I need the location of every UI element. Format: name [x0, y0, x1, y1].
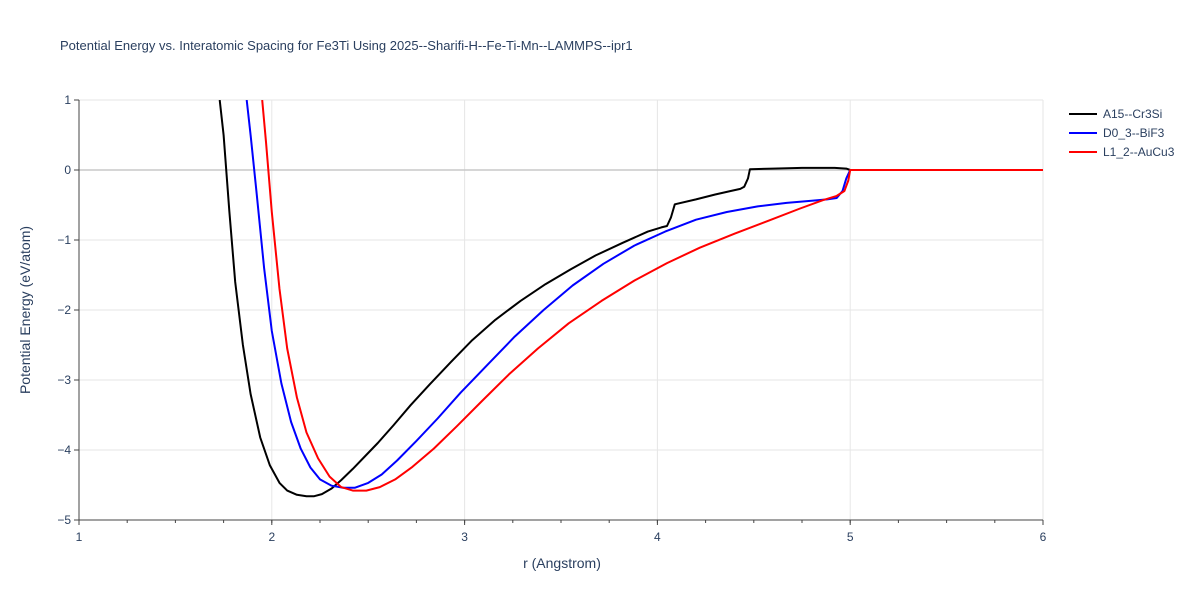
legend-label: D0_3--BiF3 [1103, 126, 1165, 140]
legend-item[interactable]: A15--Cr3Si [1069, 107, 1162, 121]
y-tick-label: −2 [57, 303, 71, 317]
series-lines [218, 100, 1043, 498]
x-tick-label: 3 [461, 530, 468, 544]
y-tick-label: 0 [64, 163, 71, 177]
series-line-l1-2-aucu3 [261, 100, 1043, 492]
y-tick-label: −1 [57, 233, 71, 247]
y-tick-label: −5 [57, 513, 71, 527]
grid [79, 99, 1044, 520]
x-tick-label: 4 [654, 530, 661, 544]
x-tick-label: 2 [268, 530, 275, 544]
y-tick-label: 1 [64, 93, 71, 107]
y-tick-label: −4 [57, 443, 71, 457]
y-tick-label: −3 [57, 373, 71, 387]
legend[interactable]: A15--Cr3Si D0_3--BiF3 L1_2--AuCu3 [1069, 107, 1175, 159]
y-tick-labels: 1 0 −1 −2 −3 −4 −5 [57, 93, 71, 527]
x-tick-labels: 1 2 3 4 5 6 [76, 530, 1047, 544]
x-tick-label: 5 [847, 530, 854, 544]
x-tick-label: 1 [76, 530, 83, 544]
series-line-d0-3-bif3 [245, 100, 1043, 489]
legend-label: A15--Cr3Si [1103, 107, 1162, 121]
y-axis-title: Potential Energy (eV/atom) [17, 226, 33, 394]
legend-item[interactable]: D0_3--BiF3 [1069, 126, 1165, 140]
legend-item[interactable]: L1_2--AuCu3 [1069, 145, 1175, 159]
legend-label: L1_2--AuCu3 [1103, 145, 1175, 159]
x-axis-title: r (Angstrom) [523, 555, 601, 571]
chart-title: Potential Energy vs. Interatomic Spacing… [60, 38, 633, 53]
axes [74, 99, 1044, 525]
series-line-a15-cr3si [218, 100, 1043, 498]
x-tick-label: 6 [1040, 530, 1047, 544]
